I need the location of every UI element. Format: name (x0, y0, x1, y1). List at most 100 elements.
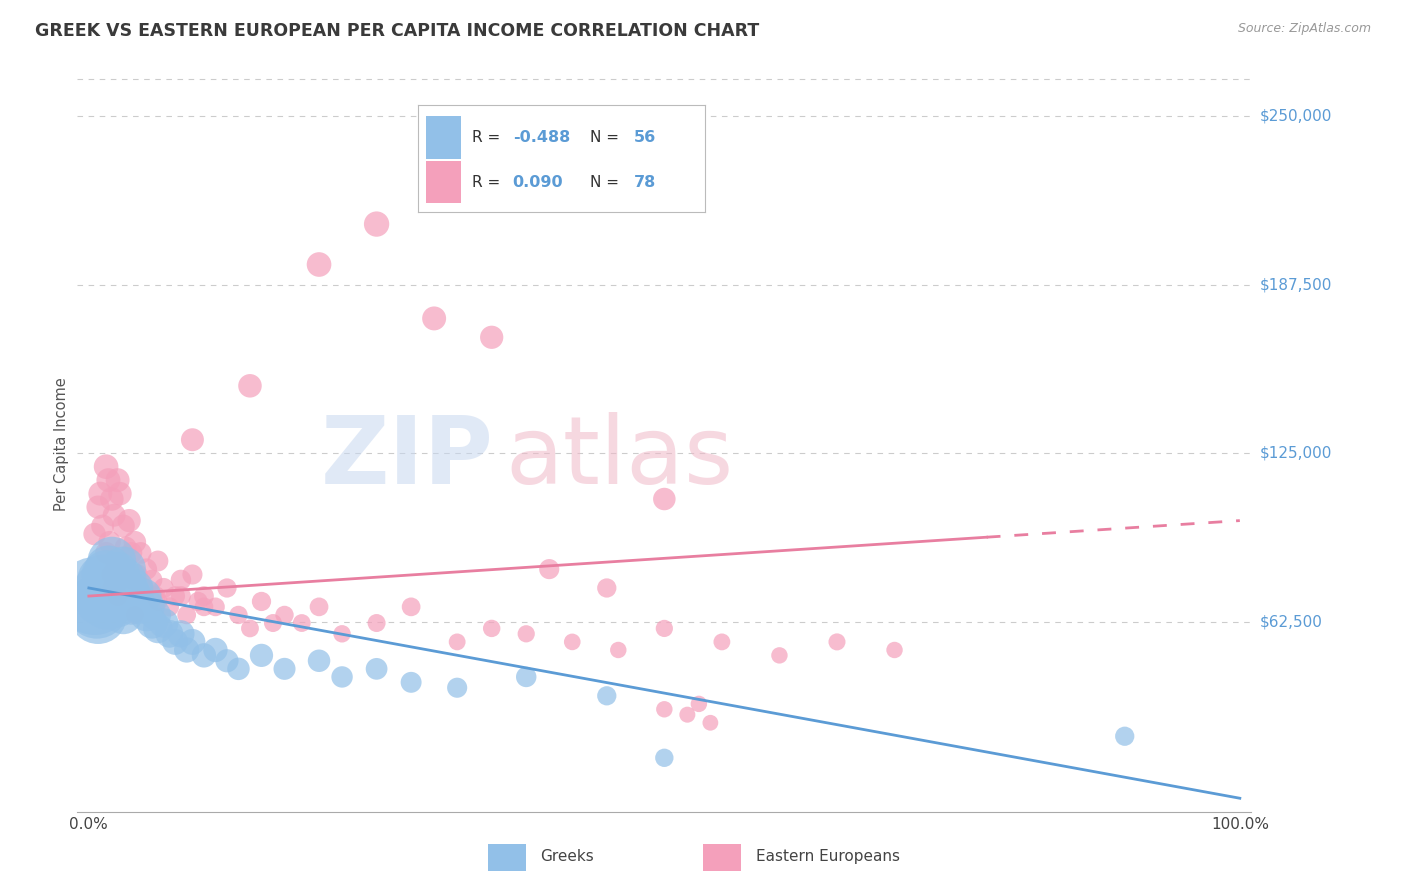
Point (135, 607, 157, 622)
Point (250, 594, 273, 608)
Point (330, 670, 353, 684)
Point (399, 599, 422, 614)
Point (596, 581, 619, 595)
Point (152, 615, 174, 630)
Text: R =: R = (472, 129, 506, 145)
Point (107, 599, 129, 614)
Point (607, 643, 630, 657)
Point (94, 459, 117, 474)
Point (170, 627, 193, 641)
Point (135, 562, 157, 576)
Text: GREEK VS EASTERN EUROPEAN PER CAPITA INCOME CORRELATION CHART: GREEK VS EASTERN EUROPEAN PER CAPITA INC… (35, 22, 759, 40)
Point (89, 581, 111, 595)
Point (538, 562, 561, 576)
Point (112, 562, 135, 576)
Point (308, 258, 330, 272)
Point (366, 217, 388, 231)
Point (228, 607, 250, 622)
Point (145, 607, 167, 622)
Point (273, 662, 295, 676)
Point (187, 594, 209, 608)
Point (94, 589, 117, 603)
Point (89, 594, 111, 608)
Point (399, 675, 422, 690)
Point (146, 622, 169, 636)
Point (652, 751, 676, 765)
Point (366, 662, 388, 676)
Point (112, 607, 135, 622)
Point (366, 615, 388, 630)
Text: N =: N = (591, 175, 624, 190)
Point (239, 379, 262, 393)
Point (107, 473, 129, 487)
Text: Source: ZipAtlas.com: Source: ZipAtlas.com (1237, 22, 1371, 36)
Point (204, 643, 226, 657)
Point (215, 654, 238, 668)
Point (101, 491, 124, 506)
Point (114, 541, 136, 555)
Point (652, 491, 676, 506)
FancyBboxPatch shape (703, 844, 741, 871)
Point (652, 622, 676, 636)
Point (308, 599, 330, 614)
Point (120, 599, 142, 614)
Text: Greeks: Greeks (540, 849, 595, 864)
Point (110, 573, 132, 587)
Point (138, 599, 160, 614)
Text: -0.488: -0.488 (513, 129, 569, 145)
Text: ZIP: ZIP (321, 412, 494, 505)
Y-axis label: Per Capita Income: Per Capita Income (53, 377, 69, 510)
Point (91, 573, 114, 587)
Point (157, 627, 180, 641)
Point (104, 554, 127, 568)
Point (193, 599, 215, 614)
Point (481, 330, 503, 344)
Text: $125,000: $125,000 (1260, 446, 1331, 460)
Point (423, 311, 446, 326)
Point (112, 519, 135, 533)
Point (193, 648, 215, 663)
Point (883, 643, 905, 657)
Point (110, 594, 132, 608)
Point (132, 581, 155, 595)
Point (83, 589, 105, 603)
Point (165, 589, 187, 603)
Point (157, 599, 180, 614)
Point (94, 546, 117, 560)
Point (176, 607, 198, 622)
Point (101, 554, 124, 568)
Point (228, 662, 250, 676)
Point (676, 707, 699, 722)
Point (176, 643, 198, 657)
Point (308, 654, 330, 668)
Point (87, 500, 110, 515)
Point (127, 594, 149, 608)
Point (118, 583, 141, 598)
Point (118, 514, 141, 528)
Point (103, 573, 125, 587)
Point (215, 581, 238, 595)
Point (86, 599, 108, 614)
Point (115, 562, 138, 576)
Point (97, 473, 120, 487)
Point (596, 689, 619, 703)
Text: 0.090: 0.090 (513, 175, 564, 190)
Text: 78: 78 (634, 175, 655, 190)
Point (262, 615, 284, 630)
Point (104, 589, 127, 603)
Point (699, 715, 721, 730)
Point (121, 573, 143, 587)
Point (129, 546, 152, 560)
Point (250, 648, 273, 663)
Text: atlas: atlas (506, 412, 734, 505)
Point (330, 627, 353, 641)
Text: R =: R = (472, 175, 506, 190)
Point (120, 546, 142, 560)
Point (124, 607, 146, 622)
Point (94, 599, 117, 614)
Point (181, 433, 204, 447)
Point (121, 589, 143, 603)
Point (107, 589, 129, 603)
FancyBboxPatch shape (426, 116, 461, 159)
Point (97, 562, 120, 576)
